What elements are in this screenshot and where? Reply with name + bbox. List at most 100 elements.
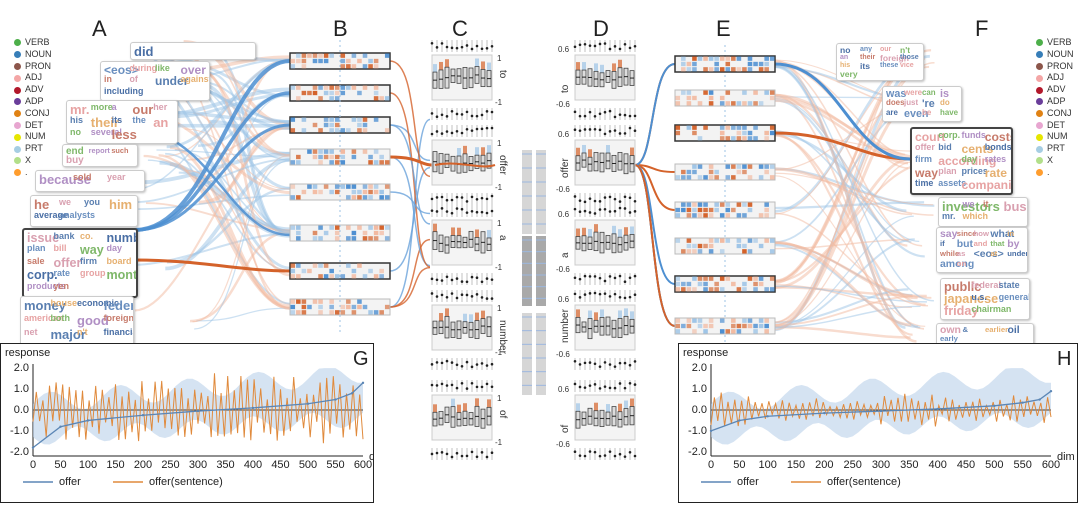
matrix-cell [770, 165, 775, 169]
legend-item: PRT [1036, 143, 1074, 155]
cloud-word: sale [27, 257, 45, 266]
matrix-cell [335, 190, 340, 194]
matrix-cell [726, 165, 731, 169]
tick-marker [604, 208, 607, 211]
tick-marker [609, 48, 612, 51]
tick-marker [604, 385, 607, 388]
y-tick-label: 2.0 [14, 362, 29, 374]
tick-marker [619, 362, 622, 365]
box-response [481, 147, 485, 155]
series-point [87, 419, 89, 421]
matrix-cell [385, 226, 390, 230]
cloud-word: as [957, 250, 966, 258]
legend-label: ADJ [1047, 72, 1064, 84]
cloud-word: group [80, 269, 106, 278]
legend-label-offer-sentence: offer(sentence) [149, 476, 223, 488]
tick-marker [466, 387, 469, 390]
cloud-word: very [840, 70, 858, 79]
legend-label-offer-sentence: offer(sentence) [827, 476, 901, 488]
legend-item: NUM [14, 131, 52, 143]
tick-marker [491, 210, 494, 213]
matrix-cell [731, 101, 736, 105]
matrix-cell [764, 208, 769, 212]
matrix-cell [692, 62, 697, 66]
matrix-cell [357, 190, 362, 194]
tick-marker [574, 450, 577, 453]
tick-marker [574, 293, 577, 296]
word-cloud[interactable]: issuebankco.numberplanbillwaydaysaleoffe… [22, 228, 138, 298]
matrix-cell [363, 190, 368, 194]
matrix-cell [748, 203, 753, 207]
tick-marker [456, 47, 459, 50]
matrix-cell [318, 300, 323, 304]
matrix-cell [302, 118, 307, 122]
matrix-cell [363, 150, 368, 154]
tick-marker [461, 293, 464, 296]
tick-marker [614, 387, 617, 390]
matrix-cell [764, 136, 769, 140]
tick-marker [471, 129, 474, 132]
tick-marker [436, 384, 439, 387]
tick-marker [446, 384, 449, 387]
cloud-word: in [104, 75, 112, 84]
cloud-word: funds [962, 131, 986, 140]
legend-item: . [1036, 167, 1074, 179]
matrix-cell [374, 274, 379, 278]
matrix-cell [770, 96, 775, 100]
matrix-cell [341, 310, 346, 314]
tick-marker [441, 383, 444, 386]
tick-marker [599, 129, 602, 132]
cloud-word: sold [73, 173, 92, 182]
cloud-word: n't [77, 328, 88, 337]
matrix-cell [748, 101, 753, 105]
cloud-word: which [963, 212, 989, 221]
word-cloud[interactable]: did [130, 42, 256, 60]
matrix-cell [296, 96, 301, 100]
tick-marker [624, 297, 627, 300]
tick-marker [594, 275, 597, 278]
box-response [576, 403, 580, 411]
matrix-cell [296, 264, 301, 268]
matrix-cell [753, 126, 758, 130]
tick-marker [624, 114, 627, 117]
tick-marker [629, 47, 632, 50]
matrix-cell [731, 126, 736, 130]
matrix-cell [703, 203, 708, 207]
matrix-cell [764, 213, 769, 217]
box-response [463, 403, 467, 411]
tick-marker [486, 212, 489, 215]
tick-marker [619, 207, 622, 210]
tick-marker [594, 383, 597, 386]
x-tick-label: 250 [161, 459, 179, 471]
axis-label: -0.6 [556, 185, 570, 194]
matrix-cell [692, 131, 697, 135]
legend-label: NOUN [25, 49, 52, 61]
matrix-cell [692, 249, 697, 253]
cloud-word: federal [971, 281, 1001, 290]
matrix-cell [737, 324, 742, 328]
legend-item: ADV [1036, 84, 1074, 96]
tick-marker [491, 195, 494, 198]
legend-swatch [1036, 110, 1043, 117]
cloud-word: day [107, 244, 123, 253]
matrix-cell [357, 195, 362, 199]
tick-marker [599, 387, 602, 390]
word-cloud[interactable]: courtcorp.fundscostsofferbidcentsbondsfi… [910, 127, 1013, 195]
word-cloud[interactable]: investorsweitbushmr.which [938, 197, 1028, 227]
legend-label: X [1047, 155, 1053, 167]
tick-marker [451, 361, 454, 364]
tick-marker [471, 196, 474, 199]
word-cloud[interactable]: moneyhouseeconomicfederalamericanbothgoo… [20, 296, 134, 346]
tick-marker [584, 386, 587, 389]
y-axis-label: response [683, 347, 728, 359]
cloud-word: be [922, 109, 931, 117]
